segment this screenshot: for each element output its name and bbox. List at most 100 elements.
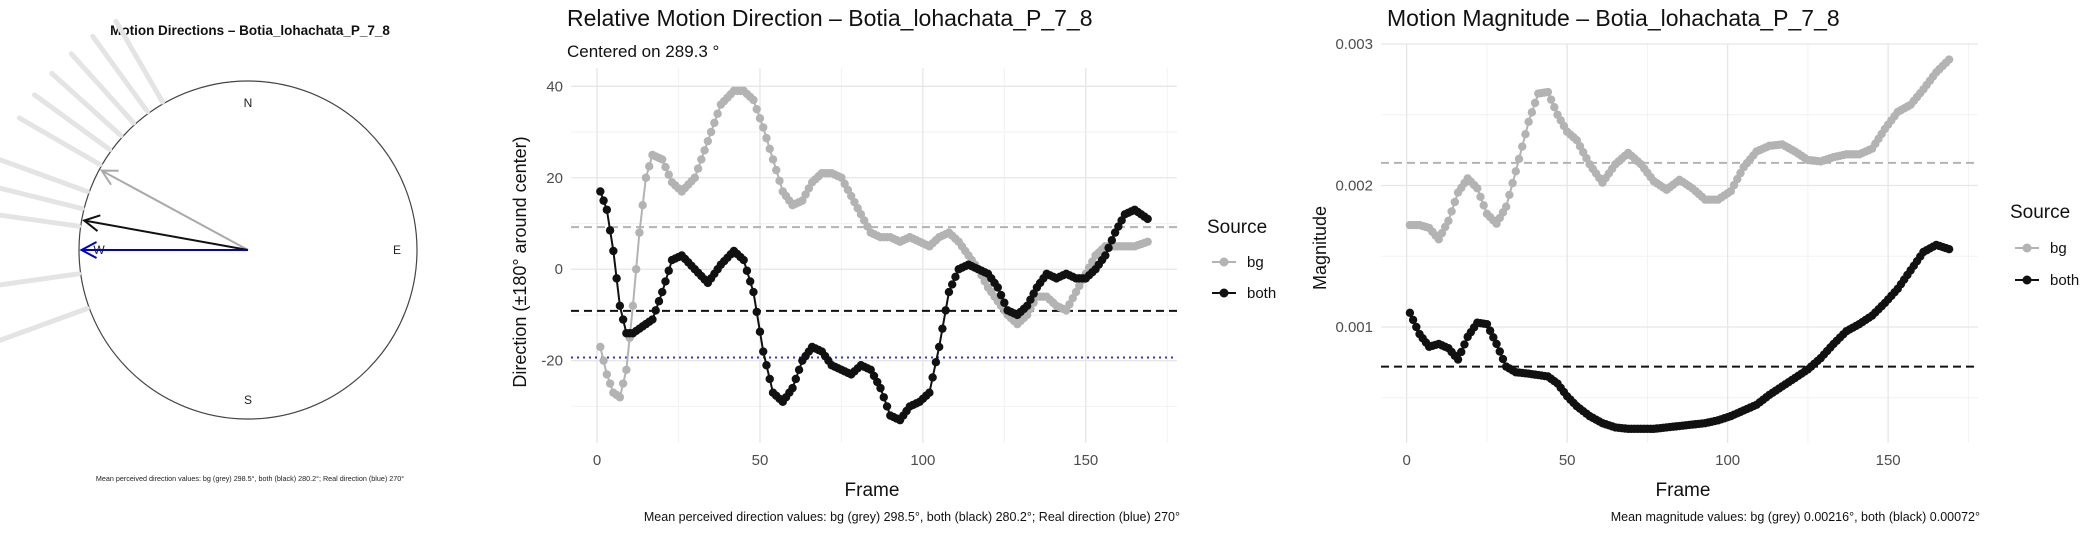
series-point-bg bbox=[1524, 117, 1533, 127]
compass-label-s: S bbox=[244, 393, 252, 407]
magnitude-title: Motion Magnitude – Botia_lohachata_P_7_8 bbox=[1387, 5, 1840, 31]
series-point-both bbox=[755, 327, 765, 336]
series-point-both bbox=[1457, 347, 1466, 357]
series-point-bg bbox=[644, 162, 654, 171]
direction-legend-title: Source bbox=[1207, 217, 1267, 238]
series-point-both bbox=[1107, 236, 1117, 245]
series-point-both bbox=[931, 358, 941, 367]
series-point-both bbox=[749, 287, 758, 297]
series-point-both bbox=[759, 347, 768, 356]
legend-swatch-bg-dot bbox=[2022, 243, 2032, 253]
compass-background-ray bbox=[0, 157, 90, 195]
magnitude-tick-labels: 0 50 100 150 0.001 0.002 0.003 bbox=[1335, 36, 1900, 469]
magnitude-xlabel: Frame bbox=[1656, 480, 1711, 501]
series-point-both bbox=[925, 388, 934, 397]
series-point-bg bbox=[658, 155, 667, 164]
y-tick-label: 0 bbox=[555, 261, 563, 278]
series-point-bg bbox=[1546, 95, 1556, 104]
compass-background-ray bbox=[16, 115, 103, 167]
x-tick-label: 50 bbox=[752, 452, 769, 469]
series-point-bg bbox=[641, 173, 651, 182]
series-point-bg bbox=[775, 176, 784, 186]
compass-title: Motion Directions – Botia_lohachata_P_7_… bbox=[110, 23, 390, 38]
series-point-both bbox=[788, 383, 797, 393]
compass-background-ray bbox=[68, 51, 137, 126]
compass-arrowhead-real bbox=[79, 241, 98, 259]
series-point-both bbox=[605, 226, 615, 235]
compass-arrowhead-bg bbox=[99, 169, 119, 186]
series-point-bg bbox=[1518, 142, 1527, 151]
series-point-both bbox=[1143, 214, 1152, 224]
direction-series bbox=[596, 86, 1152, 425]
series-point-bg bbox=[664, 170, 673, 179]
magnitude-caption: Mean magnitude values: bg (grey) 0.00216… bbox=[1611, 510, 1980, 524]
series-point-both bbox=[879, 393, 888, 402]
legend-swatch-both-dot bbox=[2022, 275, 2032, 285]
direction-legend-bg: bg bbox=[1247, 254, 1264, 271]
series-point-bg bbox=[599, 356, 608, 365]
series-point-both bbox=[876, 383, 885, 393]
series-point-bg bbox=[1514, 154, 1524, 164]
series-point-both bbox=[928, 373, 937, 382]
series-point-bg bbox=[1521, 129, 1530, 139]
series-point-bg bbox=[755, 114, 765, 123]
magnitude-ylabel: Magnitude bbox=[1310, 206, 1330, 290]
series-point-both bbox=[745, 277, 755, 286]
magnitude-legend-both: both bbox=[2050, 272, 2079, 289]
magnitude-legend-bg: bg bbox=[2050, 240, 2067, 257]
direction-panel: Relative Motion Direction – Botia_lohach… bbox=[510, 5, 1276, 524]
series-point-bg bbox=[615, 393, 625, 402]
series-point-bg bbox=[713, 109, 722, 118]
magnitude-legend-title: Source bbox=[2010, 202, 2070, 223]
direction-grid bbox=[571, 68, 1177, 443]
series-point-bg bbox=[638, 200, 647, 210]
series-point-bg bbox=[1527, 108, 1537, 117]
compass-label-e: E bbox=[393, 243, 401, 257]
direction-legend-both: both bbox=[1247, 285, 1276, 302]
compass-background-ray bbox=[0, 212, 82, 229]
direction-caption: Mean perceived direction values: bg (gre… bbox=[644, 510, 1180, 524]
series-point-bg bbox=[1530, 98, 1540, 108]
compass-panel: Motion Directions – Botia_lohachata_P_7_… bbox=[0, 18, 418, 483]
series-point-both bbox=[1000, 298, 1009, 307]
series-point-both bbox=[739, 255, 748, 265]
magnitude-reference-lines bbox=[1381, 161, 1978, 368]
series-point-both bbox=[993, 283, 1003, 292]
series-point-both bbox=[941, 306, 950, 315]
compass-background-rays bbox=[0, 18, 165, 343]
series-point-both bbox=[1453, 355, 1463, 364]
compass-arrow-bg bbox=[101, 169, 249, 251]
direction-reference-lines bbox=[571, 226, 1177, 359]
direction-legend: Source bg both bbox=[1207, 217, 1276, 302]
series-point-both bbox=[947, 280, 957, 289]
compass-background-ray bbox=[90, 33, 150, 115]
series-point-bg bbox=[706, 127, 716, 137]
series-point-both bbox=[612, 274, 621, 283]
x-tick-label: 100 bbox=[910, 452, 935, 469]
x-tick-label: 150 bbox=[1876, 452, 1901, 469]
series-point-both bbox=[762, 361, 771, 370]
series-point-both bbox=[944, 287, 954, 297]
y-tick-label: 40 bbox=[546, 78, 563, 95]
series-point-bg bbox=[749, 95, 758, 105]
compass-arrow-both bbox=[83, 219, 249, 251]
direction-tick-labels: 0 50 100 150 -20 0 20 40 bbox=[541, 78, 1098, 469]
series-point-bg bbox=[1944, 55, 1954, 64]
y-tick-label: -20 bbox=[541, 353, 563, 370]
series-point-both bbox=[765, 374, 774, 384]
series-point-bg bbox=[1550, 102, 1559, 112]
series-point-both bbox=[934, 342, 944, 352]
series-point-bg bbox=[1511, 167, 1521, 176]
magnitude-grid bbox=[1381, 43, 1978, 443]
series-point-both bbox=[596, 187, 605, 196]
series-point-both bbox=[651, 306, 660, 315]
series-point-both bbox=[791, 374, 801, 384]
series-point-bg bbox=[618, 379, 628, 388]
direction-subtitle: Centered on 289.3 ° bbox=[567, 42, 719, 61]
series-point-both bbox=[752, 307, 761, 317]
series-point-both bbox=[1482, 319, 1492, 329]
series-point-both bbox=[661, 277, 670, 286]
series-point-bg bbox=[752, 104, 761, 114]
series-point-bg bbox=[1479, 201, 1488, 210]
x-tick-label: 0 bbox=[593, 452, 601, 469]
